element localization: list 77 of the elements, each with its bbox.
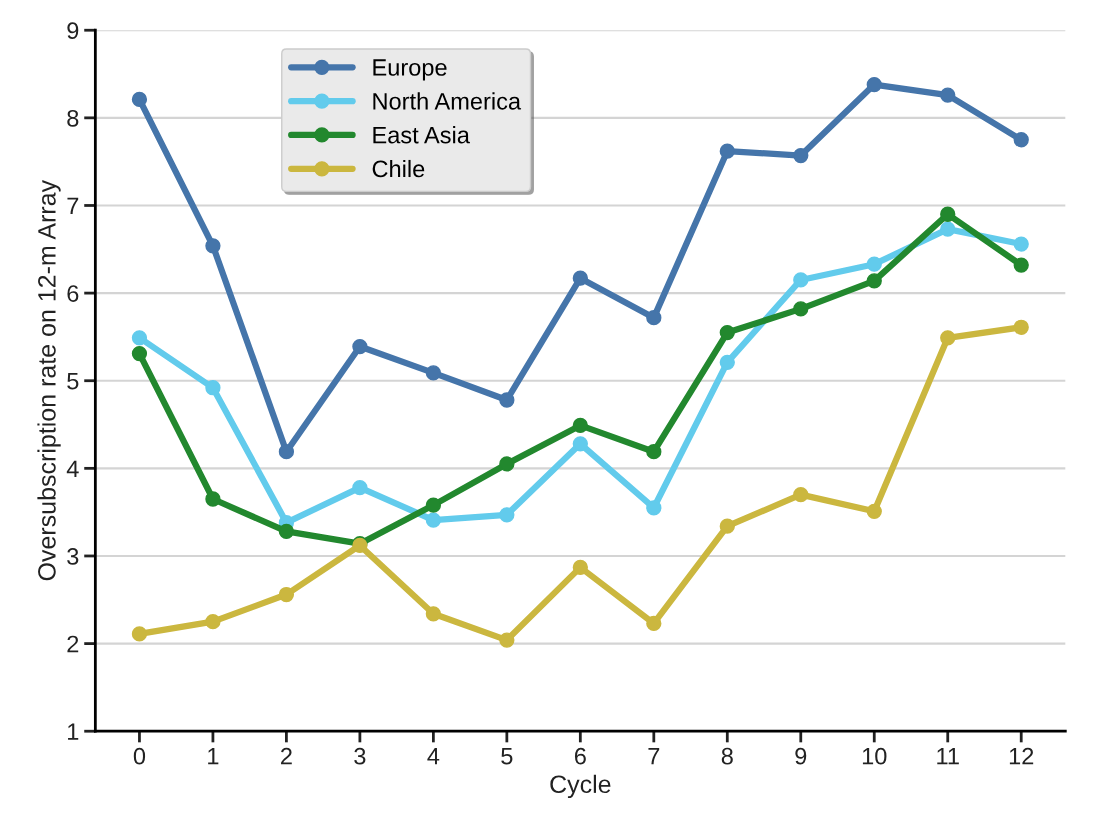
point [719, 143, 735, 159]
point [425, 512, 442, 528]
point [866, 256, 882, 272]
point [572, 436, 588, 452]
point [425, 497, 442, 513]
point [278, 586, 295, 603]
x-tick-label: 12 [1009, 747, 1034, 765]
point [793, 486, 809, 503]
point [499, 507, 515, 523]
point [719, 518, 735, 534]
point [866, 273, 882, 289]
x-tick-label: 7 [648, 748, 660, 765]
y-tick-label: 5 [67, 373, 79, 390]
point [572, 270, 588, 286]
point [205, 380, 221, 396]
point [499, 392, 515, 408]
x-tick-label: 4 [427, 748, 440, 765]
point [131, 91, 148, 108]
x-tick-label: 6 [574, 747, 586, 765]
point [205, 614, 221, 630]
y-tick-label: 1 [68, 723, 79, 740]
point [425, 365, 442, 381]
x-tick-label: 9 [795, 747, 807, 765]
point [205, 491, 221, 507]
point [278, 444, 295, 460]
point [940, 221, 956, 237]
point [793, 272, 809, 288]
y-tick-label: 8 [67, 109, 79, 127]
point [1013, 132, 1029, 148]
point [646, 615, 662, 632]
legend-label: Europe [373, 59, 447, 81]
x-axis-title: Cycle [550, 774, 611, 799]
x-tick-label: 2 [281, 747, 292, 765]
point [499, 632, 515, 648]
y-tick-label: 2 [67, 635, 79, 653]
x-tick-label: 11 [937, 748, 959, 765]
point [352, 479, 368, 496]
point [131, 345, 148, 362]
point [719, 354, 735, 370]
x-tick-label: 0 [133, 747, 146, 765]
point [866, 76, 882, 93]
y-axis-title: Oversubscription rate on 12-m Array [37, 179, 61, 581]
point [205, 238, 221, 254]
point [425, 606, 442, 622]
y-tick-label: 6 [67, 285, 79, 302]
point [940, 330, 956, 346]
point [572, 559, 588, 575]
point [793, 301, 809, 317]
y-tick-label: 4 [66, 460, 79, 477]
point [1013, 236, 1029, 252]
legend-label: Chile [372, 159, 425, 178]
point [1013, 319, 1029, 335]
point [499, 456, 515, 472]
point [131, 330, 148, 346]
y-tick-label: 3 [67, 548, 79, 565]
point [646, 309, 662, 326]
point [793, 147, 809, 164]
point [352, 338, 368, 355]
point [646, 500, 662, 516]
x-tick-label: 1 [208, 748, 219, 765]
point [940, 87, 956, 103]
legend-label: North America [373, 92, 522, 110]
point [1013, 257, 1029, 273]
point [719, 324, 735, 341]
x-tick-label: 5 [501, 748, 513, 765]
point [278, 523, 295, 540]
point [940, 206, 956, 222]
x-tick-label: 8 [721, 747, 733, 765]
legend-label: East Asia [373, 126, 470, 144]
point [572, 417, 588, 434]
y-tick-label: 9 [67, 22, 79, 40]
x-tick-label: 3 [354, 747, 366, 765]
x-tick-label: 10 [862, 747, 887, 765]
point [131, 626, 148, 642]
y-tick-label: 7 [67, 197, 79, 215]
point [866, 503, 882, 519]
point [646, 444, 662, 460]
